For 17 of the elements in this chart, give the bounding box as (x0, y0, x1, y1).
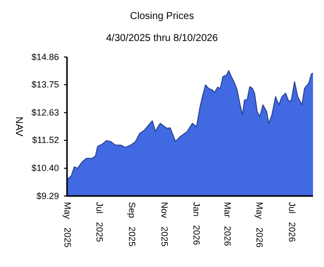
chart-title: Closing Prices (130, 11, 194, 22)
y-tick-label: $10.40 (31, 163, 59, 174)
x-tick-label: Jan 2026 (191, 202, 202, 246)
x-tick-label: Sep 2025 (127, 202, 138, 247)
y-tick-label: $11.52 (32, 135, 59, 146)
x-tick-label: Jul 2025 (94, 202, 105, 242)
y-axis-title: NAV (13, 116, 24, 137)
x-tick-label: May 2026 (254, 202, 265, 248)
y-tick-label: $13.75 (31, 80, 59, 90)
x-tick-label: Nov 2025 (159, 202, 170, 247)
y-tick-label: $14.86 (31, 52, 59, 62)
chart-subtitle: 4/30/2025 thru 8/10/2026 (106, 33, 218, 44)
x-tick-label: May 2025 (62, 202, 72, 248)
y-tick-label: $9.29 (36, 190, 59, 201)
x-tick-label: Mar 2026 (222, 202, 233, 246)
x-tick-label: Jul 2026 (286, 202, 297, 242)
y-tick-label: $12.63 (31, 108, 59, 118)
